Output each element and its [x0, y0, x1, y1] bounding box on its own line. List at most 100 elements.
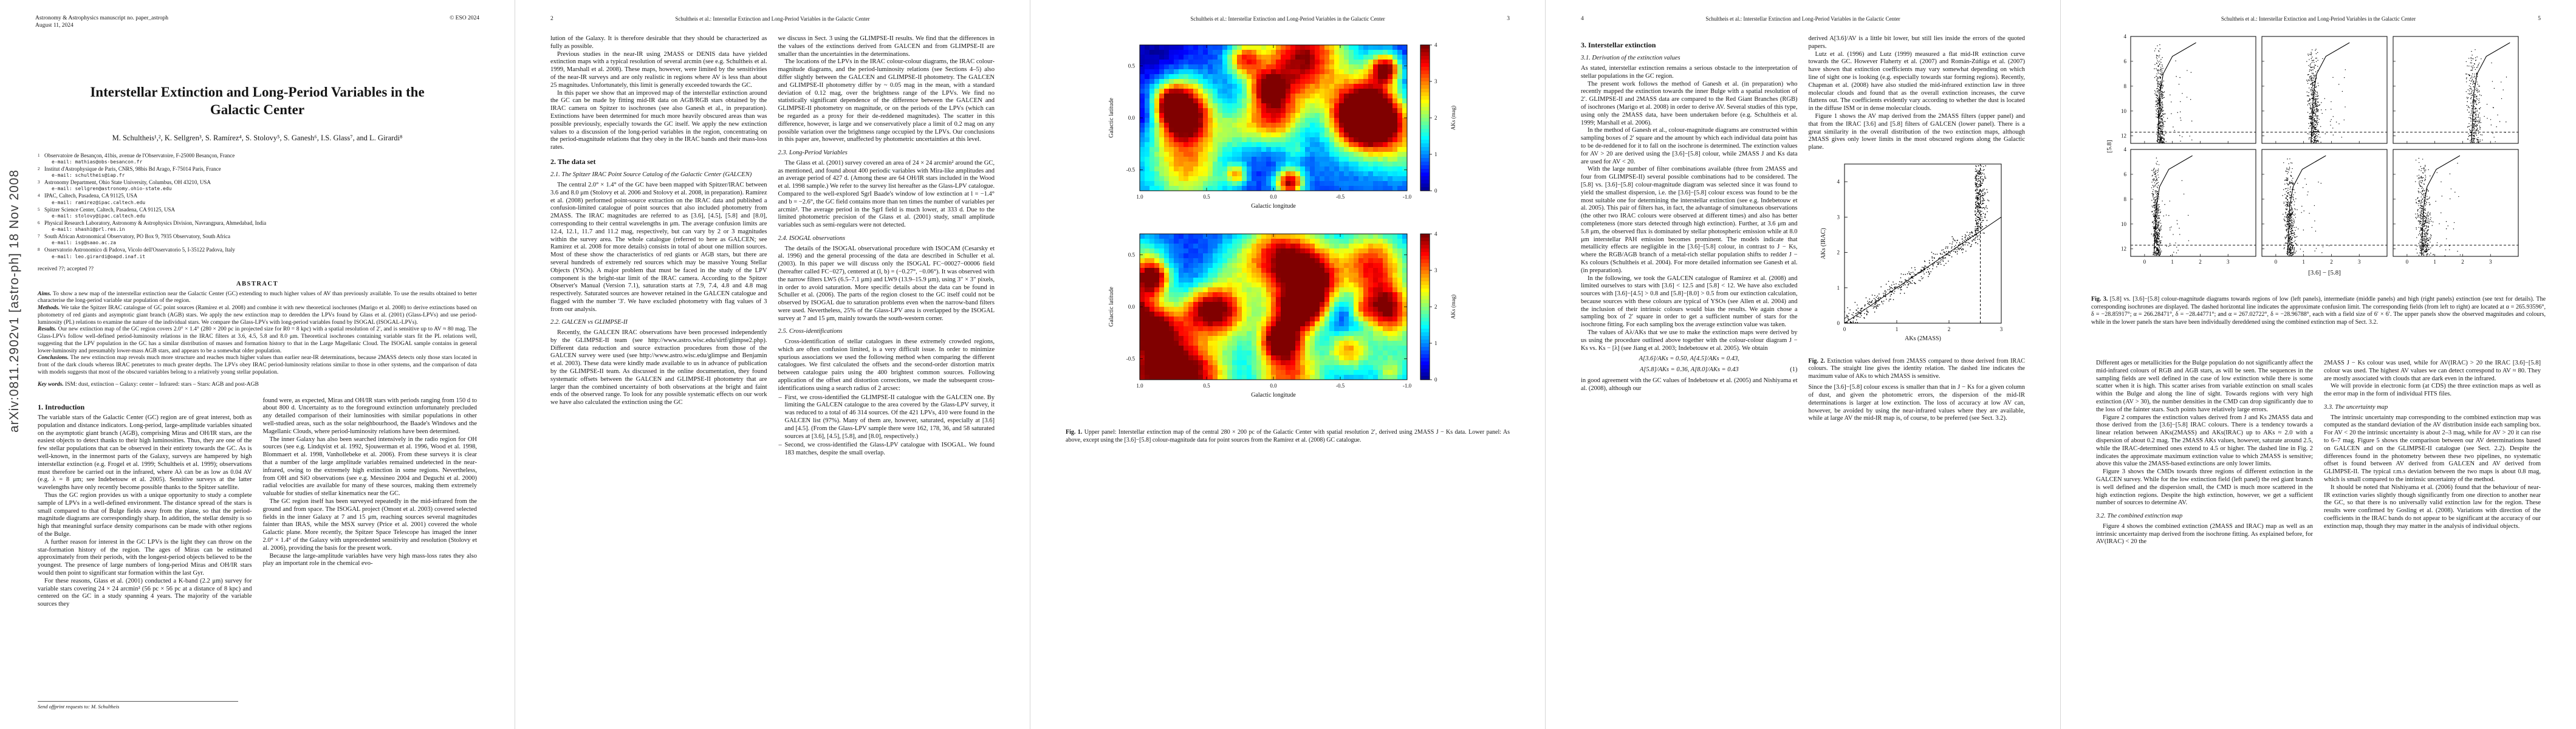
svg-text:10: 10: [2121, 108, 2127, 114]
offprint-text: Send offprint requests to: M. Schultheis: [38, 703, 120, 710]
front-matter: Interstellar Extinction and Long-Period …: [38, 84, 477, 609]
affiliation-email: e-mail: stolovy@ipac.caltech.edu: [52, 213, 146, 219]
page-number: 4: [1581, 16, 1584, 22]
eso-copyright: © ESO 2024: [450, 15, 479, 21]
equation: A[5.8]/AKs = 0.36, A[8.0]/AKs = 0.43 (1): [1639, 366, 1798, 374]
text-flow: The variable stars of the Galactic Cente…: [38, 414, 252, 609]
svg-text:2: 2: [1837, 250, 1840, 256]
affiliation: 3 Astronomy Department, Ohio State Univer…: [38, 179, 477, 192]
page-number: 3: [1507, 16, 1510, 22]
paragraph: Methods. We take the Spitzer IRAC catalo…: [38, 305, 477, 326]
svg-text:Galactic longitude: Galactic longitude: [1251, 203, 1296, 210]
figure-2-caption-text: Extinction values derived from 2MASS com…: [1808, 357, 2026, 380]
section-heading: 2.3. Long-Period Variables: [778, 149, 848, 157]
svg-text:Galactic longitude: Galactic longitude: [1251, 392, 1296, 399]
svg-text:0: 0: [1434, 188, 1437, 194]
page-5: Schultheis et al.: Interstellar Extincti…: [2061, 0, 2576, 729]
page-4: 4 Schultheis et al.: Interstellar Extinc…: [1546, 0, 2061, 729]
figure-3-label: Fig. 3.: [2091, 296, 2108, 303]
affiliation-email: e-mail: leo.girardi@oapd.inaf.it: [52, 253, 146, 259]
paragraph: It should be noted that Nishiyama et al.…: [2324, 484, 2541, 530]
svg-text:3: 3: [2000, 326, 2003, 332]
svg-text:0.5: 0.5: [1203, 194, 1210, 200]
page-2-body: lution of the Galaxy. It is therefore de…: [550, 35, 995, 706]
paragraph: The variable stars of the Galactic Cente…: [38, 414, 252, 491]
svg-text:2: 2: [1948, 326, 1951, 332]
svg-text:-0.5: -0.5: [1126, 167, 1135, 173]
page-number: 2: [550, 16, 553, 22]
section-heading: 2. The data set: [550, 157, 596, 166]
figure-1-caption-text: Upper panel: Interstellar extinction map…: [1066, 429, 1510, 443]
column-right: 2MASS J − Ks colour was used, while for …: [2324, 360, 2541, 706]
paragraph: Previous studies in the near-IR using 2M…: [550, 50, 767, 89]
svg-text:AKs (IRAC): AKs (IRAC): [1820, 228, 1827, 259]
affiliation-email: e-mail: shashi@prl.res.in: [52, 227, 125, 232]
figure-2-caption: Fig. 2. Extinction values derived from 2…: [1809, 358, 2026, 381]
text-flow: found were, as expected, Miras and OH/IR…: [263, 397, 478, 569]
paragraph: derived A[3.6]/AV is a little bit lower,…: [1808, 35, 2026, 50]
svg-text:2: 2: [1434, 304, 1437, 310]
column-left: lution of the Galaxy. It is therefore de…: [550, 35, 767, 706]
date-line: August 11, 2024: [35, 22, 74, 29]
svg-text:0.5: 0.5: [1203, 383, 1210, 389]
text-flow: derived A[3.6]/AV is a little bit lower,…: [1809, 35, 2026, 152]
section-heading: 3.2. The combined extinction map: [2096, 513, 2183, 520]
svg-text:-1.0: -1.0: [1402, 194, 1411, 200]
svg-text:1: 1: [1434, 151, 1437, 157]
running-title: Schultheis et al.: Interstellar Extincti…: [1705, 16, 1900, 22]
section-heading: 3.3. The uncertainty map: [2324, 403, 2388, 411]
svg-text:1.0: 1.0: [1136, 194, 1143, 200]
paragraph: In the following, we took the GALCEN cat…: [1581, 275, 1798, 329]
svg-text:0.0: 0.0: [1270, 194, 1277, 200]
column-right: derived A[3.6]/AV is a little bit lower,…: [1809, 35, 2026, 706]
introduction-columns: 1. Introduction The variable stars of th…: [38, 397, 477, 609]
paragraph: 2MASS J − Ks colour was used, while for …: [2324, 360, 2541, 382]
figure-1-caption: Fig. 1. Upper panel: Interstellar extinc…: [1066, 429, 1510, 444]
running-title: Schultheis et al.: Interstellar Extincti…: [2221, 16, 2416, 22]
paragraph: Thus the GC region provides us with a un…: [38, 492, 252, 538]
paragraph: We will provide in electronic form (at C…: [2324, 383, 2541, 398]
paragraph: The Glass et al. (2001) survey covered a…: [778, 159, 995, 229]
page-4-body: 3. Interstellar extinction 3.1. Derivatio…: [1581, 35, 2025, 706]
column-left: 1. Introduction The variable stars of th…: [38, 397, 252, 609]
column-left: Different ages or metallicities for the …: [2096, 360, 2313, 706]
paragraph: we discuss in Sect. 3 using the GLIMPSE-…: [778, 35, 995, 58]
paragraph: Since the [3.6]−[5.8] colour excess is s…: [1808, 384, 2026, 422]
paragraph: Figure 3 shows the CMDs towards three re…: [2096, 468, 2313, 507]
section-heading: 3.1. Derivation of the extinction values: [1581, 55, 1680, 62]
svg-text:AKs (mag): AKs (mag): [1450, 295, 1456, 319]
paragraph: Conclusions. The new extinction map reve…: [38, 355, 477, 375]
svg-text:-1.0: -1.0: [1402, 383, 1411, 389]
svg-text:-0.5: -0.5: [1335, 194, 1345, 200]
svg-text:0: 0: [1837, 320, 1840, 326]
affiliation: 5 Spitzer Science Center, Caltech, Pasade…: [38, 207, 477, 219]
paragraph: The intrinsic uncertainty map correspond…: [2324, 414, 2541, 483]
svg-text:0.0: 0.0: [1270, 383, 1277, 389]
figure-2-label: Fig. 2.: [1808, 357, 1825, 364]
abstract-heading: ABSTRACT: [236, 280, 279, 287]
paragraph: Aims. To show a new map of the interstel…: [38, 290, 477, 304]
svg-text:-0.5: -0.5: [1126, 356, 1135, 362]
running-title: Schultheis et al.: Interstellar Extincti…: [675, 16, 870, 22]
affiliation: 7 South African Astronomical Observatory,…: [38, 233, 477, 246]
affiliation-list: 1 Observatoire de Besançon, 41bis, avenue…: [38, 152, 477, 260]
paragraph: As stated, interstellar extinction remai…: [1581, 64, 1798, 80]
affiliation: 4 IPAC, Caltech, Pasadena, CA 91125, USA e…: [38, 193, 477, 205]
running-header: Astronomy & Astrophysics manuscript no. …: [35, 15, 479, 30]
svg-text:4: 4: [1434, 231, 1437, 237]
svg-text:0.5: 0.5: [1128, 63, 1135, 69]
svg-text:1: 1: [1434, 340, 1437, 346]
svg-text:0: 0: [1434, 377, 1437, 383]
keywords-label: Key words.: [38, 381, 64, 388]
arxiv-stamp: arXiv:0811.2902v1 [astro-ph] 18 Nov 2008: [7, 169, 21, 433]
paragraph: The locations of the LPVs in the IRAC co…: [778, 58, 995, 143]
svg-text:Galactic latitude: Galactic latitude: [1108, 287, 1115, 327]
paragraph: Recently, the GALCEN IRAC observations h…: [550, 329, 767, 406]
svg-text:0.0: 0.0: [1128, 115, 1135, 121]
svg-text:0.5: 0.5: [1128, 252, 1135, 258]
page-1: Astronomy & Astrophysics manuscript no. …: [0, 0, 515, 729]
paragraph: Because the large-amplitude variables ha…: [262, 552, 478, 567]
paragraph: Figure 2 compares the extinction values …: [2096, 414, 2313, 468]
received-line: received ??; accepted ??: [38, 265, 94, 272]
